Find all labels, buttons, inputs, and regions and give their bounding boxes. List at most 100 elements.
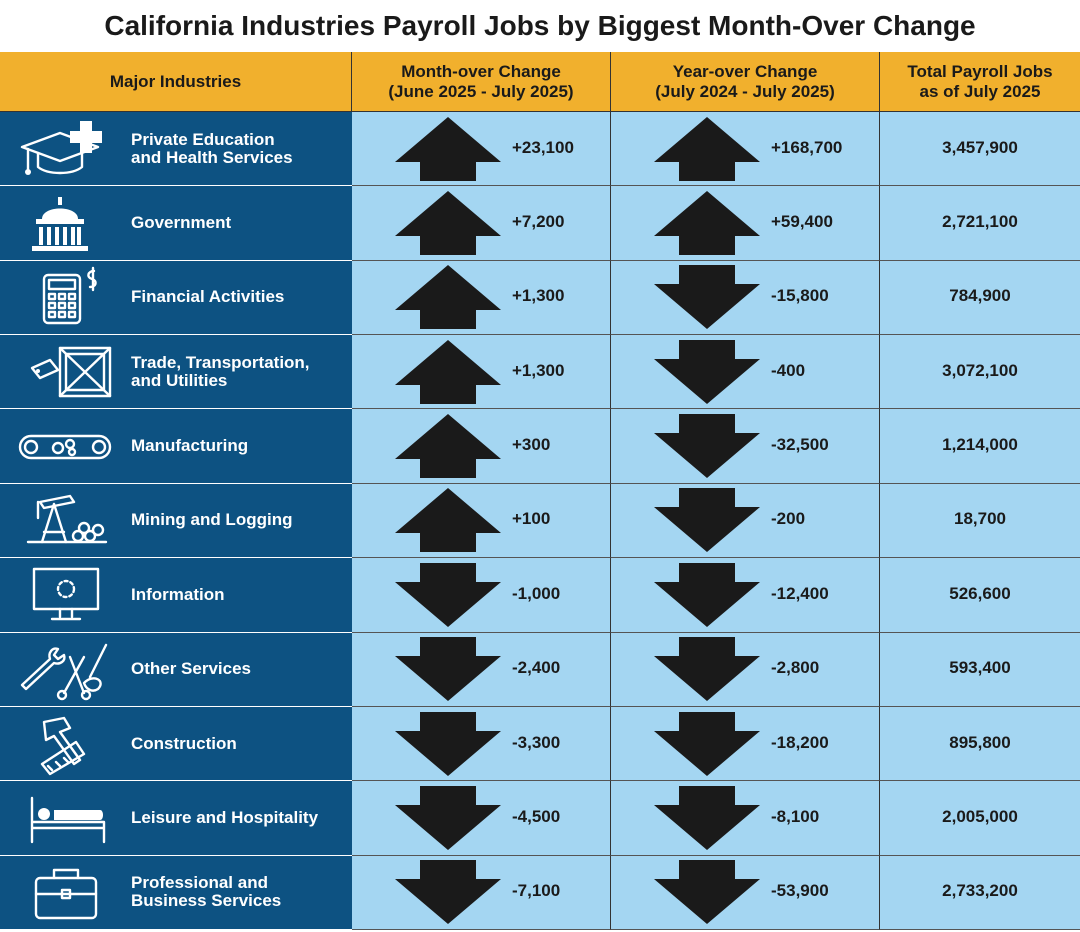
- calculator-dollar-icon: [42, 267, 97, 325]
- industry-label-line1: Manufacturing: [131, 436, 249, 456]
- year-over-cell: -18,200: [611, 706, 880, 782]
- year-over-cell: -2,800: [611, 632, 880, 707]
- header-yoy-line1: Year-over Change: [672, 61, 818, 81]
- month-over-cell: -4,500: [352, 781, 611, 856]
- industry-label: Trade, Transportation, and Utilities: [131, 352, 346, 390]
- table-row: Information -1,000 -12,400 526,600: [0, 558, 1080, 633]
- header-industries: Major Industries: [0, 52, 352, 112]
- header-yoy-line2: (July 2024 - July 2025): [655, 81, 835, 101]
- wrench-scissors-icon: [20, 643, 108, 701]
- up-arrow-icon: [395, 414, 501, 479]
- month-over-cell: -2,400: [352, 632, 611, 707]
- industry-cell: Other Services: [0, 632, 352, 707]
- table-row: Construction -3,300 -18,200 895,800: [0, 706, 1080, 782]
- computer-monitor-icon: [32, 567, 100, 621]
- down-arrow-icon-svg: [395, 711, 501, 776]
- total-value: 784,900: [949, 286, 1011, 306]
- month-over-value: +1,300: [512, 286, 565, 306]
- industry-cell: Private Education and Health Services: [0, 112, 352, 187]
- month-over-value: -2,400: [512, 658, 561, 678]
- table-row: Mining and Logging +100 -200 18,700: [0, 483, 1080, 559]
- total-value: 895,800: [949, 732, 1011, 752]
- month-over-cell: +1,300: [352, 335, 611, 410]
- year-over-cell: -200: [611, 483, 880, 559]
- year-over-value: -53,900: [771, 881, 829, 901]
- down-arrow-icon: [395, 562, 501, 627]
- total-value: 2,733,200: [942, 881, 1018, 901]
- industry-label: Professional and Business Services: [131, 874, 346, 910]
- up-arrow-icon-svg: [654, 116, 760, 181]
- month-over-value: +300: [512, 435, 551, 455]
- industry-cell: Trade, Transportation, and Utilities: [0, 335, 352, 410]
- down-arrow-icon: [395, 637, 501, 702]
- industry-label-line2: and Health Services: [131, 147, 293, 167]
- month-over-value: -1,000: [512, 583, 561, 603]
- industry-label-line1: Leisure and Hospitality: [131, 807, 319, 827]
- up-arrow-icon-svg: [395, 191, 501, 256]
- industry-label-line2: and Utilities: [131, 370, 228, 390]
- up-arrow-icon: [395, 339, 501, 404]
- header-mom-line1: Month-over Change: [401, 61, 561, 81]
- total-cell: 895,800: [880, 706, 1080, 782]
- total-value: 2,721,100: [942, 212, 1018, 232]
- table-row: Leisure and Hospitality -4,500 -8,100 2,005…: [0, 781, 1080, 856]
- year-over-value: +168,700: [771, 137, 843, 157]
- year-over-value: -2,800: [771, 658, 820, 678]
- table-row: Trade, Transportation, and Utilities +1,30…: [0, 335, 1080, 410]
- total-cell: 18,700: [880, 483, 1080, 559]
- year-over-value: -18,200: [771, 732, 829, 752]
- total-cell: 2,733,200: [880, 855, 1080, 930]
- up-arrow-icon: [654, 191, 760, 256]
- down-arrow-icon-svg: [654, 414, 760, 479]
- industry-label-line1: Other Services: [131, 659, 252, 679]
- header-total-line2: as of July 2025: [919, 81, 1041, 101]
- industry-label: Information: [131, 585, 346, 604]
- up-arrow-icon-svg: [395, 488, 501, 553]
- header-mom-line2: (June 2025 - July 2025): [388, 81, 574, 101]
- year-over-value: -15,800: [771, 286, 829, 306]
- down-arrow-icon: [654, 414, 760, 479]
- industry-label-line1: Government: [131, 213, 232, 233]
- down-arrow-icon-svg: [395, 785, 501, 850]
- down-arrow-icon: [395, 711, 501, 776]
- header-year-over: Year-over Change (July 2024 - July 2025): [611, 52, 880, 112]
- month-over-cell: +7,200: [352, 186, 611, 261]
- header-month-over: Month-over Change (June 2025 - July 2025…: [352, 52, 611, 112]
- down-arrow-icon: [654, 785, 760, 850]
- total-value: 593,400: [949, 658, 1011, 678]
- briefcase-icon: [34, 869, 98, 920]
- down-arrow-icon: [654, 339, 760, 404]
- industry-cell: Government: [0, 186, 352, 261]
- month-over-cell: +300: [352, 409, 611, 484]
- down-arrow-icon-svg: [654, 339, 760, 404]
- industry-label: Mining and Logging: [131, 511, 346, 529]
- month-over-cell: +100: [352, 483, 611, 559]
- shipping-crate-icon: [30, 346, 112, 397]
- industry-label-line1: Financial Activities: [131, 287, 285, 307]
- total-value: 526,600: [949, 583, 1011, 603]
- up-arrow-icon: [395, 265, 501, 330]
- down-arrow-icon-svg: [395, 562, 501, 627]
- industry-label: Government: [131, 214, 346, 232]
- industry-label-line1: Construction: [131, 733, 237, 753]
- down-arrow-icon: [654, 860, 760, 925]
- payroll-table: Major Industries Month-over Change (June…: [0, 52, 1080, 932]
- total-cell: 593,400: [880, 632, 1080, 707]
- industry-label-line1: Trade, Transportation,: [131, 352, 310, 372]
- up-arrow-icon-svg: [395, 414, 501, 479]
- industry-cell: Information: [0, 558, 352, 633]
- total-cell: 526,600: [880, 558, 1080, 633]
- month-over-cell: -3,300: [352, 706, 611, 782]
- total-cell: 3,072,100: [880, 335, 1080, 410]
- year-over-value: -32,500: [771, 435, 829, 455]
- industry-label: Manufacturing: [131, 437, 346, 455]
- year-over-value: -400: [771, 360, 806, 380]
- down-arrow-icon-svg: [654, 785, 760, 850]
- year-over-cell: +59,400: [611, 186, 880, 261]
- table-row: Private Education and Health Services +23,…: [0, 112, 1080, 187]
- total-cell: 3,457,900: [880, 112, 1080, 187]
- down-arrow-icon-svg: [654, 637, 760, 702]
- table-row: Other Services -2,400 -2,800 593,400: [0, 632, 1080, 707]
- year-over-value: -12,400: [771, 583, 829, 603]
- total-cell: 1,214,000: [880, 409, 1080, 484]
